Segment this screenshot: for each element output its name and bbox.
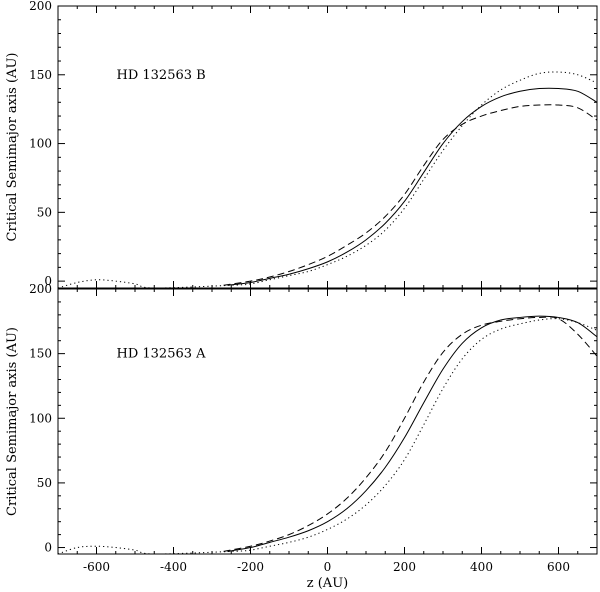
series-line-dashed bbox=[223, 316, 597, 552]
panel-annotation: HD 132563 A bbox=[117, 347, 207, 362]
series-line-solid bbox=[227, 87, 597, 286]
y-tick-label: 0 bbox=[44, 274, 52, 288]
series-line-solid bbox=[227, 315, 597, 552]
x-tick-label: 600 bbox=[547, 560, 570, 574]
x-axis-label: z (AU) bbox=[307, 576, 348, 591]
y-tick-label: 100 bbox=[29, 137, 52, 151]
y-tick-label: 150 bbox=[29, 347, 52, 361]
y-tick-label: 100 bbox=[29, 411, 52, 425]
x-tick-label: 200 bbox=[393, 560, 416, 574]
y-tick-label: 50 bbox=[37, 476, 52, 490]
y-tick-label: 200 bbox=[29, 282, 52, 296]
y-axis-label: Critical Semimajor axis (AU) bbox=[5, 53, 20, 242]
panel-annotation: HD 132563 B bbox=[117, 68, 206, 83]
y-tick-label: 50 bbox=[37, 205, 52, 219]
plot-frame bbox=[57, 5, 598, 289]
series-line-dotted bbox=[58, 71, 597, 288]
series-line-dotted bbox=[58, 318, 597, 554]
x-tick-label: 0 bbox=[324, 560, 332, 574]
y-tick-label: 200 bbox=[29, 0, 52, 13]
x-tick-label: 400 bbox=[470, 560, 493, 574]
x-tick-label: -600 bbox=[83, 560, 110, 574]
x-tick-label: -400 bbox=[160, 560, 187, 574]
panel-1: 0 50 100 150 200 Critical Semimajor axis (AU)… bbox=[5, 0, 598, 289]
x-tick-label: -200 bbox=[237, 560, 264, 574]
y-axis-label: Critical Semimajor axis (AU) bbox=[5, 327, 20, 516]
panel-2: 0 50 100 150 200 -600 -400 -200 0 200 400 600 z (AU)… bbox=[5, 282, 598, 591]
y-tick-label: 150 bbox=[29, 68, 52, 82]
y-tick-label: 0 bbox=[44, 541, 52, 555]
series-line-dashed bbox=[223, 104, 597, 286]
